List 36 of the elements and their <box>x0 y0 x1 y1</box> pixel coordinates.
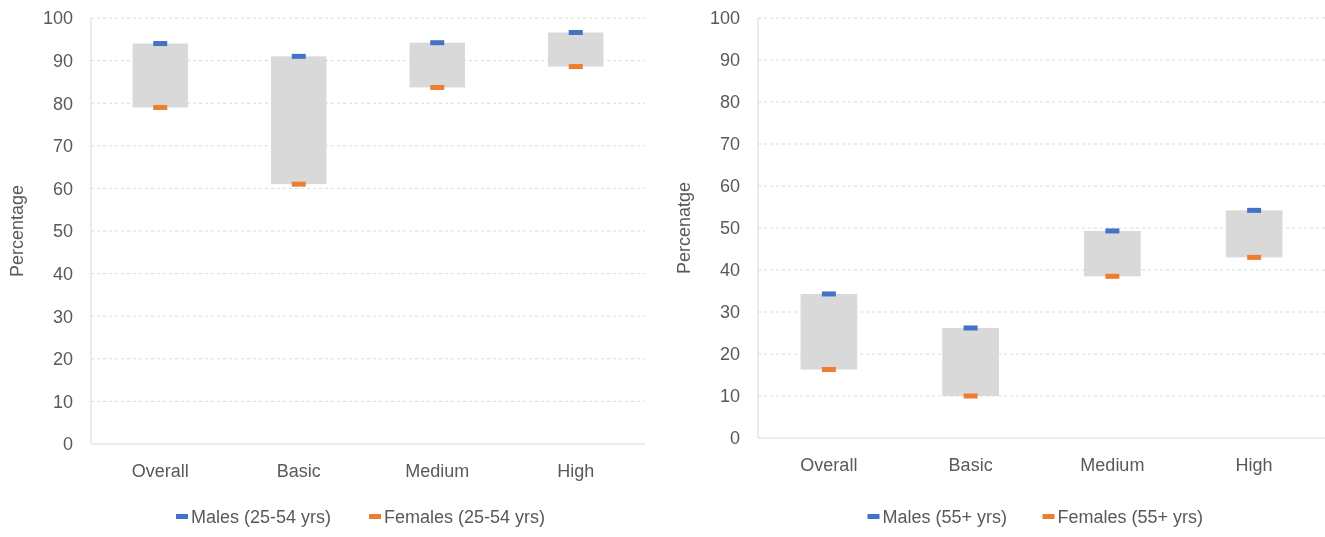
legend-label: Females (55+ yrs) <box>1057 507 1204 527</box>
y-tick-label: 40 <box>719 260 740 281</box>
x-tick-label: High <box>1235 455 1273 475</box>
y-tick-label: 10 <box>52 391 73 412</box>
y-tick-label: 0 <box>62 434 73 455</box>
y-tick-label: 20 <box>719 344 740 365</box>
x-tick-label: Basic <box>948 455 993 475</box>
legend-label: Males (55+ yrs) <box>882 507 1008 527</box>
x-tick-label: Basic <box>276 461 321 481</box>
y-tick-label: 70 <box>52 136 73 157</box>
y-tick-label: 10 <box>719 386 740 407</box>
y-tick-label: 30 <box>52 306 73 327</box>
y-tick-label: 50 <box>719 218 740 239</box>
y-tick-label: 70 <box>719 134 740 155</box>
y-tick-label: 50 <box>52 221 73 242</box>
y-tick-label: 60 <box>52 178 73 199</box>
y-axis-title: Percenatge <box>674 181 694 275</box>
y-axis-title: Percentage <box>7 184 27 278</box>
y-tick-label: 90 <box>52 50 73 71</box>
y-tick-label: 40 <box>52 263 73 284</box>
x-tick-label: Medium <box>405 461 470 481</box>
y-tick-label: 100 <box>42 8 73 29</box>
y-tick-label: 100 <box>709 8 740 29</box>
x-tick-label: Overall <box>800 455 858 475</box>
x-tick-label: High <box>557 461 595 481</box>
y-tick-label: 30 <box>719 302 740 323</box>
y-tick-label: 0 <box>729 428 740 449</box>
y-tick-label: 90 <box>719 50 740 71</box>
y-tick-label: 60 <box>719 176 740 197</box>
y-tick-label: 80 <box>719 92 740 113</box>
legend-label: Females (25-54 yrs) <box>384 507 546 527</box>
legend-label: Males (25-54 yrs) <box>191 507 332 527</box>
x-tick-label: Overall <box>131 461 189 481</box>
y-tick-label: 80 <box>52 93 73 114</box>
y-tick-label: 20 <box>52 349 73 370</box>
x-tick-label: Medium <box>1080 455 1145 475</box>
